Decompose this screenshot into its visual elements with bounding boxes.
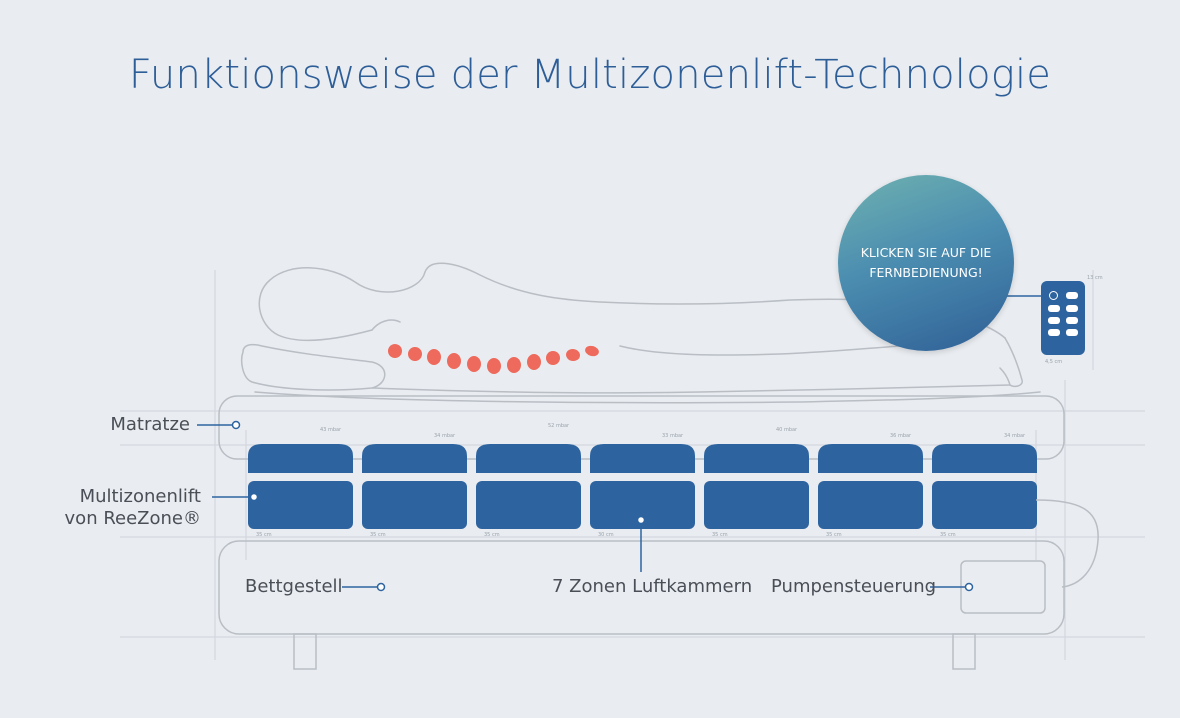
air-chambers [248,444,1037,529]
label-multizonenlift: Multizonenlift von ReeZone® [40,486,201,530]
page-title: Funktionsweise der Multizonenlift-Techno… [128,52,1052,98]
vertebra [388,344,402,358]
zone-width-label: 35 cm [256,532,272,538]
air-chamber-bottom [590,481,695,529]
pump-cable [1035,499,1099,588]
remote-key-icon [1066,292,1078,299]
callout-dots [231,420,974,592]
vertebra [527,354,541,370]
air-chamber-bottom [362,481,467,529]
remote-width-label: 4,5 cm [1045,359,1062,365]
zone-width-label: 35 cm [826,532,842,538]
pressure-label: 36 mbar [890,433,912,439]
air-chamber-top [932,444,1037,473]
air-chamber-bottom [932,481,1037,529]
label-multizonenlift-line1: Multizonenlift [79,486,201,507]
remote-key-icon [1048,317,1060,324]
vertebra [585,345,599,357]
label-bettgestell: Bettgestell [245,576,343,597]
call-to-action-line1: KLICKEN SIE AUF DIE [860,245,992,260]
call-to-action-line2: FERNBEDIENUNG! [869,265,983,280]
air-chamber-top [590,444,695,473]
air-chamber-top [362,444,467,473]
label-luftkammern: 7 Zonen Luftkammern [552,576,753,597]
pressure-label: 52 mbar [548,423,570,429]
pump-control-box [960,560,1046,614]
vertebra [487,358,501,374]
vertebra [507,357,521,373]
remote-call-to-action[interactable]: KLICKEN SIE AUF DIE FERNBEDIENUNG! [838,175,1014,351]
zone-width-label: 35 cm [370,532,386,538]
air-chamber-top [476,444,581,473]
label-matratze: Matratze [110,414,190,435]
air-chamber-bottom [476,481,581,529]
label-multizonenlift-line2: von ReeZone® [64,508,201,529]
vertebra [467,356,481,372]
zone-width-label: 35 cm [484,532,500,538]
remote-key-icon [1048,329,1060,336]
remote-key-icon [1066,305,1078,312]
air-chamber-bottom [818,481,923,529]
vertebra [447,353,461,369]
pressure-label: 33 mbar [662,433,684,439]
air-chamber-bottom [248,481,353,529]
bed-leg-right [952,633,976,670]
vertebra [427,349,441,365]
zone-width-labels: 35 cm 35 cm 35 cm 30 cm 35 cm 35 cm 35 cm [256,532,956,538]
zone-width-label: 35 cm [712,532,728,538]
spine-vertebrae [388,344,599,374]
call-to-action-text: KLICKEN SIE AUF DIE FERNBEDIENUNG! [851,243,1001,283]
remote-control-button[interactable] [1041,281,1085,355]
remote-key-icon [1048,305,1060,312]
remote-key-icon [1066,329,1078,336]
remote-indicator-ring-icon [1049,291,1058,300]
air-chamber-top [704,444,809,473]
remote-key-icon [1066,317,1078,324]
air-chamber-bottom [704,481,809,529]
remote-height-label: 13 cm [1087,275,1103,281]
pressure-label: 34 mbar [1004,433,1026,439]
air-chamber-top [818,444,923,473]
vertebra [566,348,580,362]
pressure-label: 40 mbar [776,427,798,433]
vertebra [408,347,422,361]
remote-dimensions: 13 cm 4,5 cm [1045,275,1103,365]
label-pumpensteuerung: Pumpensteuerung [771,576,937,597]
callout-lines [197,424,966,588]
pressure-labels: 43 mbar 34 mbar 52 mbar 33 mbar 40 mbar 36 mb… [320,423,1026,439]
air-chamber-top [248,444,353,473]
bed-leg-left [293,633,317,670]
pressure-label: 43 mbar [320,427,342,433]
zone-width-label: 30 cm [598,532,614,538]
vertebra [546,351,560,365]
pressure-label: 34 mbar [434,433,456,439]
zone-width-label: 35 cm [940,532,956,538]
